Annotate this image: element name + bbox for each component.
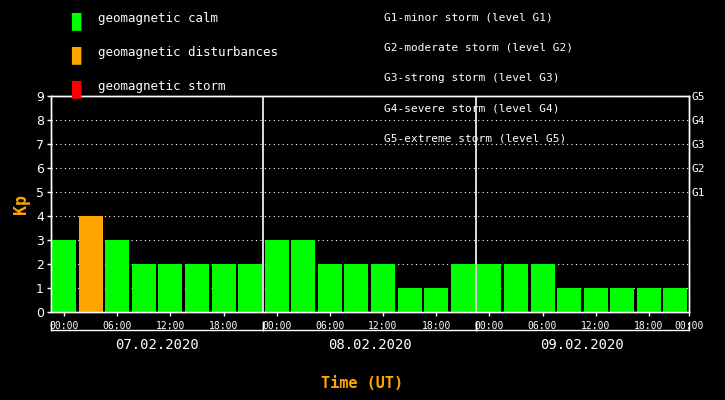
Bar — [504, 264, 528, 312]
Bar — [397, 288, 422, 312]
Bar — [212, 264, 236, 312]
Bar — [477, 264, 501, 312]
Text: 09.02.2020: 09.02.2020 — [541, 338, 624, 352]
Bar — [185, 264, 209, 312]
Text: G5-extreme storm (level G5): G5-extreme storm (level G5) — [384, 134, 566, 144]
Text: geomagnetic storm: geomagnetic storm — [98, 80, 225, 93]
Bar — [637, 288, 660, 312]
Bar — [318, 264, 342, 312]
Bar — [557, 288, 581, 312]
Bar — [105, 240, 129, 312]
Text: geomagnetic calm: geomagnetic calm — [98, 12, 218, 25]
Text: G4-severe storm (level G4): G4-severe storm (level G4) — [384, 103, 560, 113]
Text: █: █ — [72, 80, 80, 98]
Bar — [158, 264, 183, 312]
Text: █: █ — [72, 46, 80, 64]
Y-axis label: Kp: Kp — [12, 194, 30, 214]
Bar — [610, 288, 634, 312]
Bar — [344, 264, 368, 312]
Bar — [78, 216, 103, 312]
Bar — [265, 240, 289, 312]
Bar — [451, 264, 475, 312]
Text: Time (UT): Time (UT) — [321, 376, 404, 392]
Text: █: █ — [72, 12, 80, 30]
Text: 08.02.2020: 08.02.2020 — [328, 338, 412, 352]
Bar — [371, 264, 395, 312]
Bar — [663, 288, 687, 312]
Text: geomagnetic disturbances: geomagnetic disturbances — [98, 46, 278, 59]
Bar — [238, 264, 262, 312]
Text: G1-minor storm (level G1): G1-minor storm (level G1) — [384, 12, 553, 22]
Text: G3-strong storm (level G3): G3-strong storm (level G3) — [384, 73, 560, 83]
Bar — [291, 240, 315, 312]
Bar — [132, 264, 156, 312]
Text: 07.02.2020: 07.02.2020 — [115, 338, 199, 352]
Bar — [584, 288, 608, 312]
Text: G2-moderate storm (level G2): G2-moderate storm (level G2) — [384, 42, 573, 52]
Bar — [52, 240, 76, 312]
Bar — [531, 264, 555, 312]
Bar — [424, 288, 448, 312]
